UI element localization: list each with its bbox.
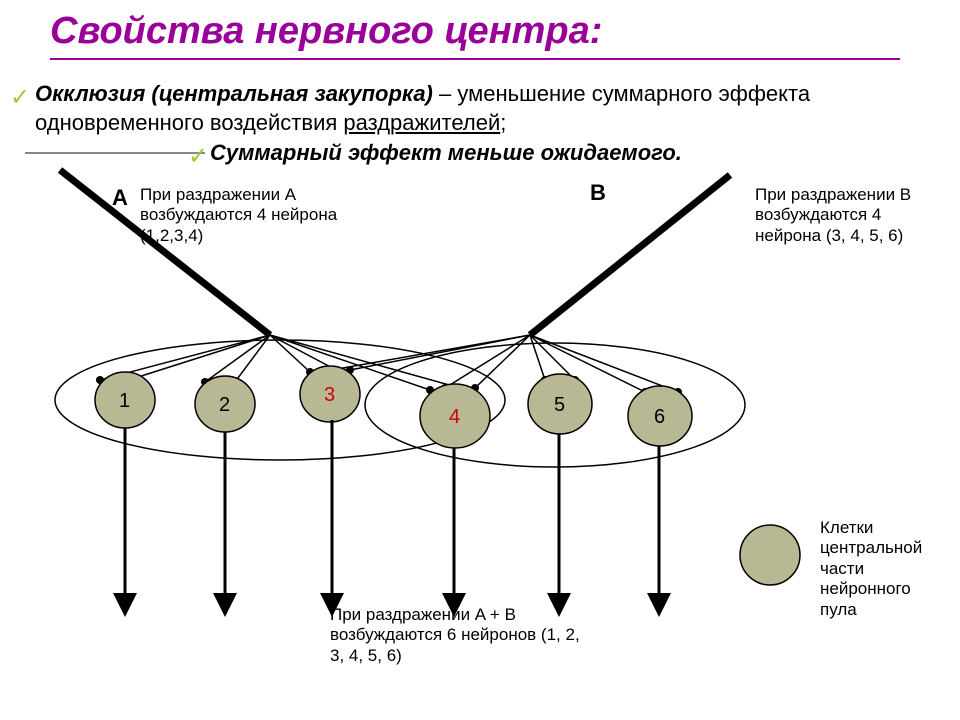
svg-text:5: 5 <box>554 394 565 416</box>
svg-text:3: 3 <box>324 384 335 406</box>
svg-text:1: 1 <box>119 390 130 412</box>
diagram-svg: 1 2 3 4 5 6 <box>0 0 960 720</box>
svg-text:4: 4 <box>449 406 460 428</box>
svg-text:2: 2 <box>219 394 230 416</box>
svg-text:6: 6 <box>654 406 665 428</box>
